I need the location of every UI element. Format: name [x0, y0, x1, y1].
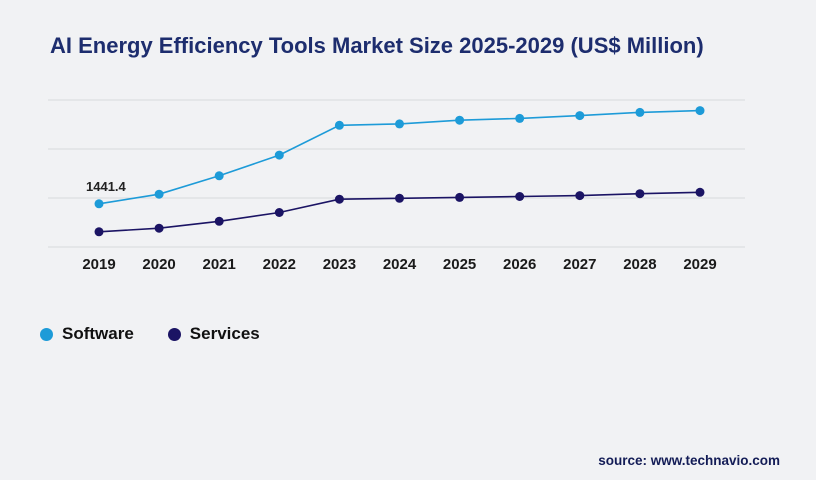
data-point: [94, 227, 104, 237]
data-point: [154, 189, 164, 199]
data-point: [395, 119, 404, 129]
data-point: [575, 111, 585, 121]
data-point: [94, 199, 104, 209]
legend-item-software: Software: [40, 324, 134, 344]
data-point: [695, 106, 705, 116]
data-point: [334, 120, 344, 130]
data-point: [635, 107, 645, 117]
source-attribution: source: www.technavio.com: [598, 453, 780, 468]
data-point: [635, 189, 645, 199]
data-point: [395, 193, 404, 203]
data-point-label: 1441.4: [86, 179, 127, 194]
legend-label-software: Software: [62, 324, 134, 343]
legend-label-services: Services: [189, 324, 260, 343]
x-tick-label: 2023: [323, 256, 356, 273]
data-point: [455, 115, 465, 125]
services-legend-dot-icon: [167, 327, 181, 341]
data-point: [274, 208, 284, 217]
legend-item-services: Services: [167, 324, 260, 344]
x-tick-label: 2028: [623, 256, 656, 273]
data-point: [455, 192, 465, 202]
x-tick-label: 2026: [503, 256, 536, 273]
data-point: [154, 223, 164, 233]
data-point: [214, 171, 224, 181]
line-chart: 2019 2020 2021 2022 2023 2024 2025 2026 2027 2028…: [48, 99, 745, 273]
x-tick-label: 2024: [383, 256, 417, 273]
page-title: AI Energy Efficiency Tools Market Size 2…: [50, 32, 704, 58]
x-tick-label: 2029: [683, 256, 716, 273]
x-tick-label: 2019: [82, 256, 115, 273]
data-point: [274, 150, 284, 160]
x-tick-label: 2021: [203, 256, 236, 273]
x-tick-label: 2025: [443, 256, 476, 273]
software-legend-dot-icon: [40, 327, 53, 341]
x-tick-label: 2022: [263, 256, 296, 273]
x-tick-label: 2020: [142, 256, 175, 273]
data-point: [695, 187, 705, 197]
data-point: [575, 191, 585, 201]
data-point: [214, 216, 224, 226]
data-point: [515, 192, 525, 201]
x-tick-label: 2027: [563, 256, 596, 273]
data-point: [515, 113, 525, 123]
chart-legend: Software Services: [40, 324, 260, 344]
data-point: [334, 194, 344, 204]
